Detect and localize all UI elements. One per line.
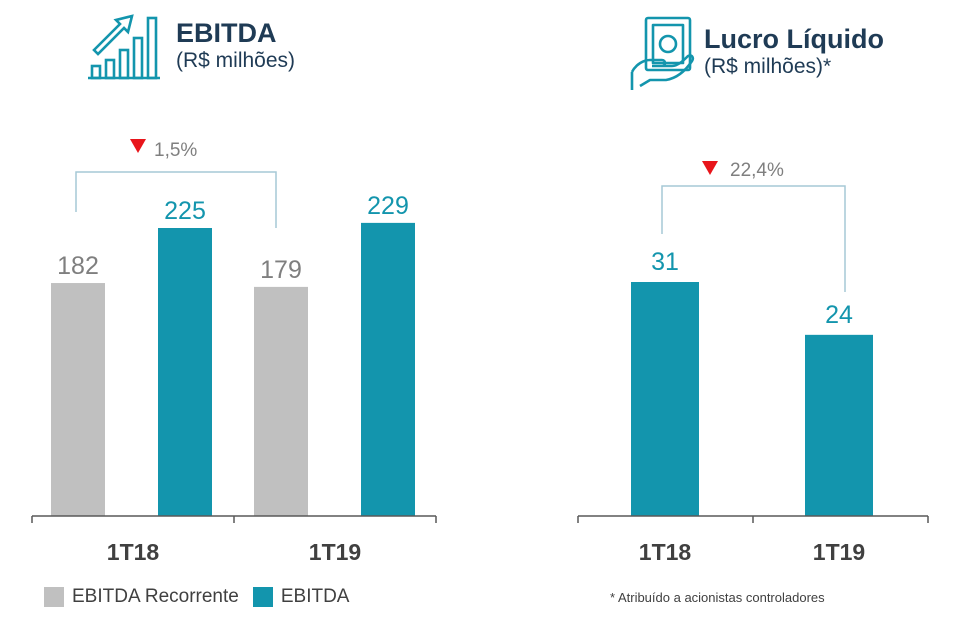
lucro-subtitle: (R$ milhões)* [704,55,832,78]
legend-label-ebitda: EBITDA [280,586,350,607]
hand-money-icon [630,16,695,90]
growth-chart-icon [88,14,160,80]
legend-swatch-recorrente [44,587,64,607]
ebitda-legend: EBITDA Recorrente EBITDA [44,586,363,608]
x-tick-label-lucro-1: 1T19 [813,539,865,565]
data-label-ebitda-1T18-s0: 182 [57,252,99,280]
down-triangle-icon [130,139,146,153]
bracket-lucro [661,185,846,292]
data-label-lucro-1T18: 31 [651,248,679,276]
bar-ebitda-1T18-s1 [158,228,212,516]
ebitda-subtitle: (R$ milhões) [176,49,296,72]
lucro-title: Lucro Líquido [704,24,884,54]
bracket-ebitda [75,171,277,228]
legend-item-recorrente: EBITDA Recorrente [44,586,239,608]
legend-label-recorrente: EBITDA Recorrente [72,586,239,607]
x-tick-label-ebitda-0: 1T18 [107,539,160,565]
down-triangle-icon [702,161,718,175]
x-tick-label-ebitda-1: 1T19 [309,539,361,565]
bar-lucro-1T18 [631,282,699,516]
legend-item-ebitda: EBITDA [252,586,350,608]
legend-swatch-ebitda [252,587,273,607]
data-label-ebitda-1T19-s1: 229 [367,192,409,220]
x-tick-label-lucro-0: 1T18 [639,539,692,565]
bar-ebitda-1T19-s0 [254,286,308,516]
variation-lucro: 22,4% [730,160,784,181]
data-label-ebitda-1T18-s1: 225 [164,197,206,225]
bar-lucro-1T19 [805,334,873,516]
lucro-title-block: Lucro Líquido (R$ milhões)* [704,24,884,80]
variation-ebitda: 1,5% [154,140,197,161]
data-label-lucro-1T19: 24 [825,301,853,329]
bar-ebitda-1T18-s0 [51,283,105,516]
ebitda-title: EBITDA [176,18,277,48]
bar-ebitda-1T19-s1 [361,222,415,516]
lucro-footnote: * Atribuído a acionistas controladores [610,590,825,605]
ebitda-title-block: EBITDA (R$ milhões) [176,18,295,74]
data-label-ebitda-1T19-s0: 179 [260,256,302,284]
